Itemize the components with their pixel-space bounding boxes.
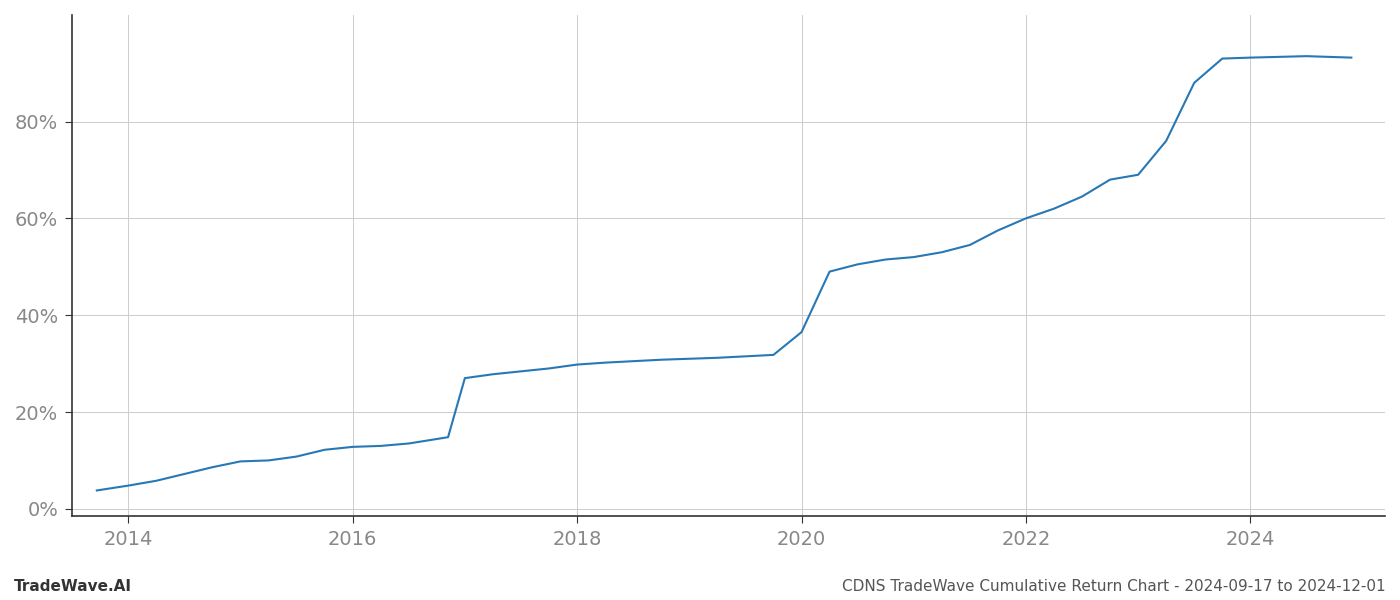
Text: CDNS TradeWave Cumulative Return Chart - 2024-09-17 to 2024-12-01: CDNS TradeWave Cumulative Return Chart -… (843, 579, 1386, 594)
Text: TradeWave.AI: TradeWave.AI (14, 579, 132, 594)
